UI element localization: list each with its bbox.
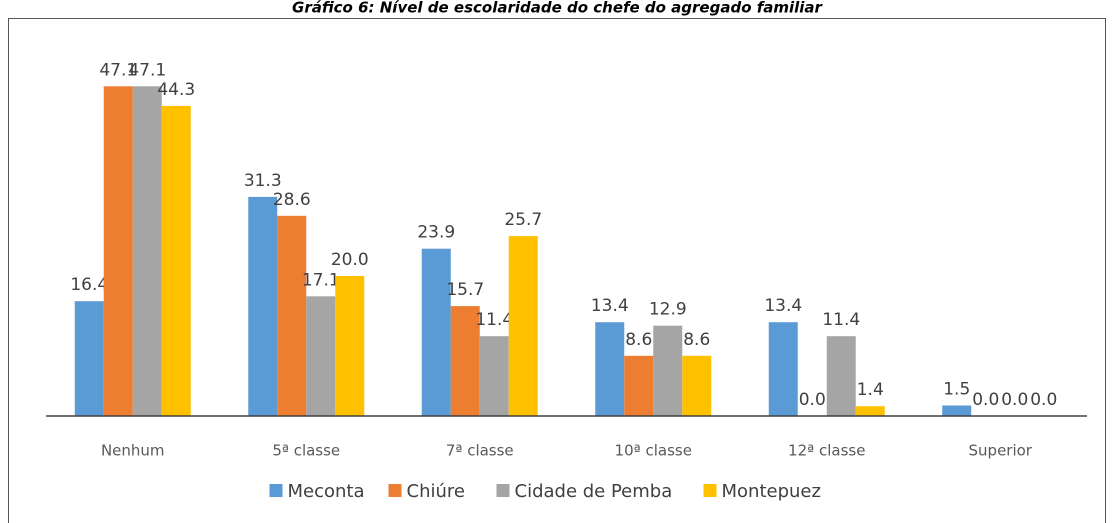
legend-swatch — [269, 484, 283, 497]
data-label: 13.4 — [591, 296, 629, 316]
x-tick-label: 5ª classe — [272, 442, 340, 460]
x-tick-label: 7ª classe — [446, 442, 514, 460]
data-label: 47.1 — [128, 60, 166, 80]
legend-swatch — [703, 484, 717, 497]
x-tick-label: Superior — [969, 442, 1033, 460]
data-label: 8.6 — [683, 330, 710, 350]
data-label: 25.7 — [504, 210, 542, 230]
data-label: 44.3 — [157, 80, 195, 100]
data-label: 23.9 — [417, 223, 455, 243]
bar — [74, 301, 104, 416]
bar — [450, 306, 480, 416]
bar — [248, 196, 278, 416]
chart-border — [8, 18, 1106, 523]
legend-label: Montepuez — [722, 481, 821, 502]
data-label: 11.4 — [822, 310, 860, 330]
bar — [335, 276, 365, 416]
x-tick-label: Nenhum — [101, 442, 165, 460]
bar — [103, 86, 133, 417]
bar — [161, 105, 191, 417]
data-label: 0.0 — [799, 390, 826, 410]
bar — [942, 405, 972, 416]
data-label: 0.0 — [1030, 390, 1057, 410]
legend-label: Cidade de Pemba — [515, 481, 673, 502]
data-label: 8.6 — [625, 330, 652, 350]
bar — [277, 215, 307, 416]
data-label: 31.3 — [244, 171, 282, 191]
bar — [479, 336, 509, 416]
legend-label: Chiúre — [407, 481, 465, 502]
bar — [653, 325, 683, 416]
chart-title: Gráfico 6: Nível de escolaridade do chef… — [292, 0, 824, 17]
data-label: 13.4 — [764, 296, 802, 316]
data-label: 28.6 — [273, 190, 311, 210]
data-label: 0.0 — [1001, 390, 1028, 410]
x-tick-label: 12ª classe — [788, 442, 865, 460]
data-label: 0.0 — [972, 390, 999, 410]
bar — [306, 296, 336, 416]
data-label: 11.4 — [475, 310, 513, 330]
bar — [826, 336, 856, 416]
data-label: 16.4 — [70, 275, 108, 295]
data-label: 15.7 — [446, 280, 484, 300]
data-label: 1.4 — [857, 380, 884, 400]
bar — [768, 322, 798, 416]
bar — [595, 322, 625, 416]
data-label: 17.1 — [302, 270, 340, 290]
data-label: 47.1 — [99, 60, 137, 80]
bar — [624, 355, 654, 416]
x-tick-label: 10ª classe — [615, 442, 692, 460]
bar — [132, 86, 162, 417]
legend-swatch — [388, 484, 402, 497]
data-label: 12.9 — [649, 300, 687, 320]
legend-swatch — [496, 484, 510, 497]
bar — [855, 406, 885, 416]
data-label: 1.5 — [943, 380, 970, 400]
data-label: 20.0 — [331, 250, 369, 270]
legend-label: Meconta — [288, 481, 365, 502]
bar — [508, 236, 538, 416]
bar — [682, 355, 712, 416]
bar — [421, 248, 451, 416]
